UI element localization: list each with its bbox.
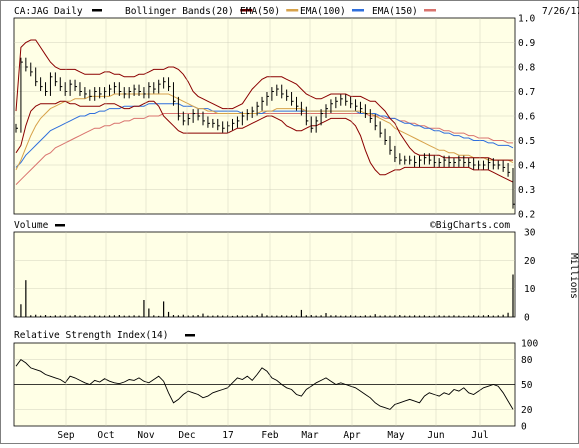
price-grid <box>14 42 515 190</box>
bollinger-lower-line <box>15 100 514 183</box>
rsi-grid <box>14 359 515 410</box>
rsi-label: Relative Strength Index(14) <box>14 330 168 341</box>
rsi-axis: 100 80 50 20 0 <box>521 339 538 433</box>
volume-grid <box>14 260 515 289</box>
x-tick-label: Apr <box>343 430 360 441</box>
x-tick-label: May <box>387 430 404 441</box>
legend-swatch <box>352 9 364 12</box>
legend-swatch <box>286 9 299 12</box>
price-tick-label: 0.6 <box>518 112 535 123</box>
rsi-tick-label: 0 <box>521 422 527 433</box>
volume-panel <box>13 231 516 318</box>
x-tick-label: Dec <box>178 430 195 441</box>
ema50-line <box>15 93 514 171</box>
volume-tick-label: 30 <box>524 228 536 239</box>
price-tick-label: 0.7 <box>518 87 535 98</box>
legend-label: EMA(100) <box>300 6 346 17</box>
x-tick-label: Sep <box>57 430 74 441</box>
symbol-swatch <box>92 9 102 12</box>
date-label: 7/26/17 <box>542 6 579 17</box>
legend-label: EMA(150) <box>372 6 418 17</box>
bollinger-upper-line <box>15 39 513 161</box>
x-tick-label: Oct <box>97 430 114 441</box>
legend-swatch <box>424 9 436 12</box>
x-tick-label: 17 <box>222 430 233 441</box>
volume-tick-label: 0 <box>524 313 530 324</box>
price-tick-label: 0.5 <box>518 136 535 147</box>
symbol-label: CA:JAG Daily <box>14 6 83 17</box>
legend-label: EMA(50) <box>240 6 280 17</box>
volume-label: Volume <box>14 220 49 231</box>
rsi-swatch <box>185 334 195 337</box>
price-axis: 1.0 0.9 0.8 0.7 0.6 0.5 0.4 0.3 0.2 <box>518 14 535 221</box>
ema100-line <box>15 103 514 168</box>
price-tick-label: 1.0 <box>518 14 535 25</box>
x-tick-label: Nov <box>137 430 154 441</box>
rsi-line <box>15 358 514 410</box>
rsi-tick-label: 80 <box>521 355 533 366</box>
volume-bars <box>15 274 514 317</box>
x-tick-label: Mar <box>301 430 318 441</box>
volume-tick-label: 20 <box>524 256 536 267</box>
volume-swatch <box>55 224 65 227</box>
x-tick-label: Feb <box>261 430 278 441</box>
price-tick-label: 0.8 <box>518 63 535 74</box>
legend-label: Bollinger Bands(20) <box>125 6 234 17</box>
price-tick-label: 0.9 <box>518 38 535 49</box>
watermark: ©BigCharts.com <box>430 220 510 231</box>
rsi-series <box>15 358 514 410</box>
price-series <box>15 39 515 209</box>
x-tick-label: Jul <box>471 430 488 441</box>
legend-swatch <box>240 9 253 12</box>
legend: Bollinger Bands(20) EMA(50) EMA(100) EMA(15… <box>125 6 436 17</box>
volume-axis: 30 20 10 0 <box>524 228 536 324</box>
price-tick-label: 0.2 <box>518 210 535 221</box>
volume-tick-label: 10 <box>524 284 536 295</box>
x-tick-label: Jun <box>427 430 444 441</box>
price-tick-label: 0.3 <box>518 185 535 196</box>
x-axis: Sep Oct Nov Dec 17 Feb Mar Apr May Jun Jul <box>57 18 489 441</box>
price-tick-label: 0.4 <box>518 161 535 172</box>
volume-unit: Millions <box>568 253 579 299</box>
rsi-tick-label: 50 <box>521 380 533 391</box>
rsi-tick-label: 20 <box>521 405 533 416</box>
rsi-tick-label: 100 <box>521 339 538 350</box>
